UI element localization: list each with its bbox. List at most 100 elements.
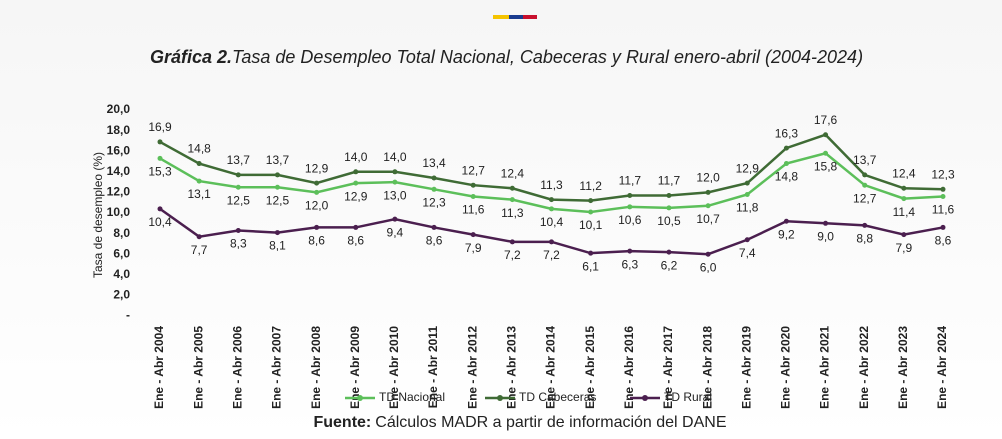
point (705, 203, 711, 209)
data-label: 10,1 (579, 218, 603, 232)
x-tick-label: Ene - Abr 2008 (309, 326, 323, 409)
data-label: 11,2 (579, 179, 602, 193)
point (431, 175, 437, 181)
point (470, 182, 476, 188)
data-label: 9,0 (817, 229, 834, 243)
point (235, 172, 241, 178)
x-tick-label: Ene - Abr 2024 (935, 326, 949, 409)
data-label: 10,7 (696, 212, 720, 226)
point (353, 180, 359, 186)
legend-marker (357, 395, 363, 401)
data-label: 13,0 (383, 188, 407, 202)
point (901, 196, 907, 202)
y-tick-label: 2,0 (113, 288, 130, 302)
legend-label: TD Nacional (379, 390, 445, 404)
data-label: 8,6 (308, 234, 325, 248)
point (666, 205, 672, 211)
data-label: 8,8 (856, 232, 873, 246)
point (157, 155, 163, 161)
data-label: 12,3 (422, 195, 446, 209)
data-label: 11,6 (462, 203, 485, 217)
point (157, 139, 163, 145)
point (666, 249, 672, 255)
data-label: 16,3 (775, 126, 799, 140)
point (627, 248, 633, 254)
legend-label: TD Cabeceras (519, 390, 596, 404)
point (744, 191, 750, 197)
source-label: Fuente: (313, 414, 371, 431)
point (862, 182, 868, 188)
y-tick-label: 18,0 (107, 123, 131, 137)
data-label: 13,4 (422, 156, 446, 170)
legend-marker (642, 395, 648, 401)
data-label: 15,3 (148, 165, 172, 179)
data-label: 12,3 (931, 167, 955, 181)
point (901, 232, 907, 238)
title-label: Gráfica 2. (150, 47, 232, 67)
data-label: 8,6 (347, 234, 364, 248)
data-label: 11,3 (501, 206, 524, 220)
legend-label: TD Rural (664, 390, 712, 404)
data-label: 9,2 (778, 227, 795, 241)
point (314, 180, 320, 186)
data-label: 7,9 (465, 241, 482, 255)
x-tick-label: Ene - Abr 2018 (700, 326, 714, 409)
title-text: Tasa de Desempleo Total Nacional, Cabece… (232, 47, 863, 67)
point (823, 220, 829, 226)
flag-red (523, 15, 537, 19)
y-axis-label: Tasa de desempleo (%) (91, 152, 105, 278)
data-label: 12,4 (501, 166, 525, 180)
point (274, 184, 280, 190)
y-tick-label: 10,0 (107, 205, 131, 219)
data-label: 6,2 (661, 258, 678, 272)
data-label: 12,9 (736, 161, 760, 175)
source-text: Cálculos MADR a partir de información de… (375, 414, 726, 431)
point (823, 132, 829, 138)
data-label: 12,0 (696, 171, 720, 185)
data-label: 10,5 (657, 214, 681, 228)
data-label: 16,9 (148, 120, 172, 134)
data-label: 13,7 (853, 153, 877, 167)
x-tick-label: Ene - Abr 2009 (348, 326, 362, 409)
data-label: 8,6 (935, 234, 952, 248)
data-label: 7,2 (543, 248, 560, 262)
legend-marker (497, 395, 503, 401)
point (431, 224, 437, 230)
x-tick-label: Ene - Abr 2021 (818, 326, 832, 409)
point (862, 172, 868, 178)
point (549, 206, 554, 212)
point (549, 239, 554, 245)
data-label: 6,0 (700, 260, 717, 274)
data-label: 10,4 (148, 215, 172, 229)
data-label: 12,0 (305, 199, 329, 213)
x-tick-label: Ene - Abr 2011 (426, 326, 440, 409)
x-tick-label: Ene - Abr 2013 (505, 326, 519, 409)
x-tick-label: Ene - Abr 2005 (191, 326, 205, 409)
x-tick-label: Ene - Abr 2022 (857, 326, 871, 409)
point (157, 206, 163, 212)
y-tick-label: 4,0 (113, 267, 130, 281)
x-tick-label: Ene - Abr 2023 (896, 326, 910, 409)
data-label: 14,8 (187, 142, 211, 156)
y-tick-label: 16,0 (107, 143, 131, 157)
point (627, 204, 633, 210)
point (235, 228, 241, 234)
x-tick-label: Ene - Abr 2017 (661, 326, 675, 409)
point (940, 194, 946, 200)
point (392, 169, 398, 175)
point (940, 224, 946, 230)
data-label: 12,9 (305, 161, 329, 175)
point (392, 216, 398, 222)
point (901, 185, 907, 191)
point (744, 237, 750, 243)
point (705, 189, 711, 195)
data-label: 8,6 (426, 234, 443, 248)
source: Fuente: Cálculos MADR a partir de informa… (313, 414, 726, 431)
point (862, 222, 868, 228)
data-label: 6,3 (621, 257, 638, 271)
x-tick-label: Ene - Abr 2007 (270, 326, 284, 409)
point (235, 184, 241, 190)
data-label: 10,4 (540, 215, 564, 229)
point (940, 186, 946, 192)
data-label: 12,5 (266, 193, 290, 207)
